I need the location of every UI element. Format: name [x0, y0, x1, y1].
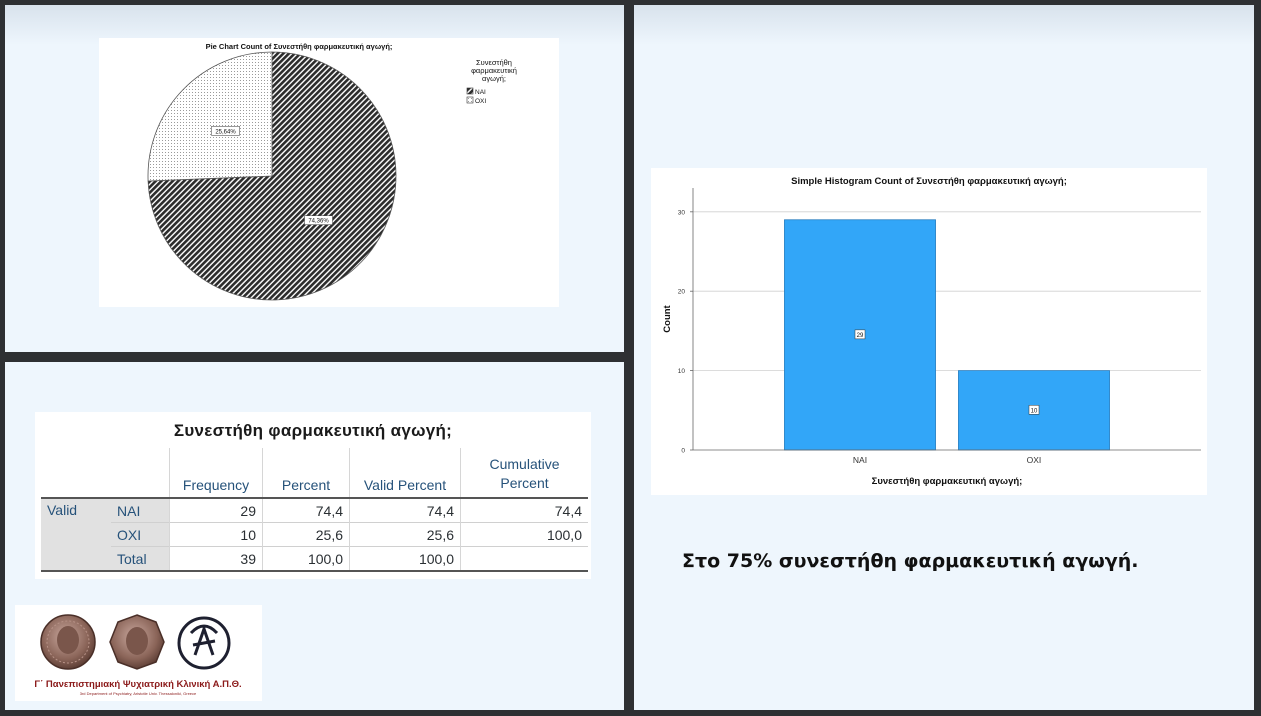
header-cumulative-percent: Cumulative Percent: [460, 448, 588, 498]
row-group-valid: Valid: [41, 498, 111, 571]
pie-data-label-box: [211, 126, 240, 136]
cell-frequency: 39: [169, 546, 263, 571]
bar-data-label: 10: [1031, 408, 1038, 414]
row-label: ΟΧΙ: [111, 522, 170, 547]
table-title: Συνεστήθη φαρμακευτική αγωγή;: [173, 421, 453, 440]
cell-cumulative-percent: 100,0: [460, 522, 588, 547]
pie-legend-swatch-oxi: [466, 96, 474, 104]
header-valid-percent: Valid Percent: [349, 448, 461, 498]
pie-data-label: 74,36%: [308, 219, 329, 225]
pie-chart: Pie Chart Count of Συνεστήθη φαρμακευτικ…: [147, 42, 517, 301]
table-row: Valid ΝΑΙ 29 74,4 74,4 74,4: [41, 498, 588, 571]
y-tick-label: 20: [678, 289, 686, 296]
pie-legend-label-oxi: ΟΧΙ: [475, 98, 486, 105]
row-label: ΝΑΙ: [111, 498, 170, 523]
cell-cumulative-percent: [460, 546, 588, 571]
table-header-row: Frequency Percent Valid Percent Cumulati…: [41, 448, 588, 498]
pie-legend-title-line-2: φαρμακευτική: [471, 66, 517, 75]
monogram-emblem-icon: [177, 616, 231, 670]
clinic-logo: Γ΄ Πανεπιστημιακή Ψυχιατρική Κλινική Α.Π…: [15, 605, 262, 701]
cell-percent: 74,4: [262, 498, 350, 523]
pie-legend-swatch-nai: [466, 87, 474, 95]
table-row: ΟΧΙ 10 25,6 25,6 100,0: [41, 522, 588, 547]
y-tick-label: 30: [678, 209, 686, 216]
x-tick-label: ΟΧΙ: [1027, 455, 1042, 465]
logo-emblems: Γ΄ Πανεπιστημιακή Ψυχιατρική Κλινική Α.Π…: [34, 614, 242, 696]
frequency-table-figure: Συνεστήθη φαρμακευτική αγωγή; Frequency …: [35, 412, 591, 579]
logo-clinic-subtext: 3rd Department of Psychiatry, Aristotle …: [80, 691, 197, 696]
pie-title: Pie Chart Count of Συνεστήθη φαρμακευτικ…: [206, 42, 393, 51]
bar-data-label-box: [1028, 405, 1040, 415]
y-axis-label: Count: [662, 304, 673, 332]
x-axis-label: Συνεστήθη φαρμακευτική αγωγή;: [872, 476, 1023, 487]
cell-percent: 100,0: [262, 546, 350, 571]
coin-emblem-1-icon: [40, 614, 96, 670]
cell-valid-percent: 25,6: [349, 522, 461, 547]
bar-data-label-box: [854, 329, 866, 340]
table-row: Total 39 100,0 100,0: [41, 546, 588, 571]
cell-valid-percent: 100,0: [349, 546, 461, 571]
bar-data-label: 29: [857, 333, 864, 339]
cell-frequency: 10: [169, 522, 263, 547]
x-tick-label: ΝΑΙ: [853, 455, 867, 465]
pie-data-label: 25,64%: [215, 129, 236, 135]
cell-percent: 25,6: [262, 522, 350, 547]
header-percent: Percent: [262, 448, 350, 498]
row-label: Total: [111, 546, 170, 571]
histogram-chart: Simple Histogram Count of Συνεστήθη φαρμ…: [662, 176, 1201, 487]
histogram-figure: Simple Histogram Count of Συνεστήθη φαρμ…: [651, 168, 1207, 495]
coin-emblem-2-icon: [109, 614, 165, 670]
slide-caption: Στο 75% συνεστήθη φαρμακευτική αγωγή.: [682, 550, 1139, 572]
frequency-table: Frequency Percent Valid Percent Cumulati…: [41, 448, 588, 572]
header-frequency: Frequency: [169, 448, 263, 498]
pie-legend-title-line-3: αγωγή;: [482, 74, 506, 83]
pie-slice-οχι: [147, 51, 273, 182]
pie-legend-label-nai: ΝΑΙ: [475, 89, 486, 96]
cell-frequency: 29: [169, 498, 263, 523]
y-tick-label: 10: [678, 368, 686, 375]
pie-data-label-box: [304, 215, 333, 225]
y-tick-label: 0: [681, 448, 685, 455]
logo-clinic-name: Γ΄ Πανεπιστημιακή Ψυχιατρική Κλινική Α.Π…: [34, 679, 241, 690]
cell-cumulative-percent: 74,4: [460, 498, 588, 523]
pie-legend-title-line-1: Συνεστήθη: [476, 58, 512, 67]
pie-legend: Συνεστήθη φαρμακευτική αγωγή; ΝΑΙ ΟΧΙ: [466, 58, 517, 105]
histogram-title: Simple Histogram Count of Συνεστήθη φαρμ…: [791, 176, 1067, 187]
pie-chart-figure: Pie Chart Count of Συνεστήθη φαρμακευτικ…: [99, 38, 559, 307]
cell-valid-percent: 74,4: [349, 498, 461, 523]
